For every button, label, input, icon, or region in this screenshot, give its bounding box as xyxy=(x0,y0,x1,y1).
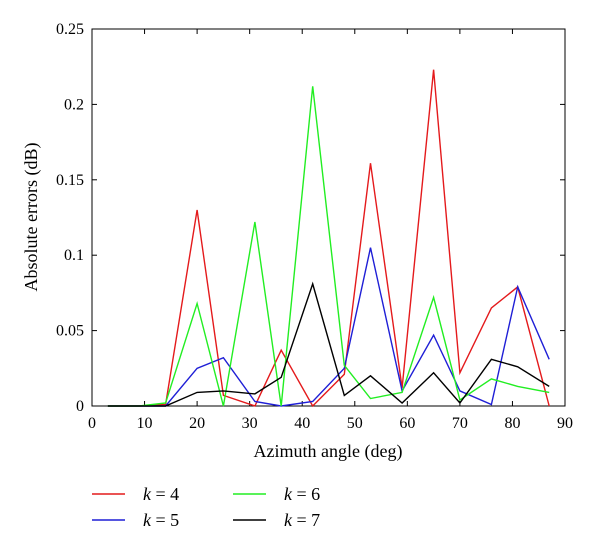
y-tick-label: 0.1 xyxy=(64,247,84,264)
series-line-2 xyxy=(107,247,550,407)
x-tick-label: 70 xyxy=(452,415,468,432)
x-axis-label: Azimuth angle (deg) xyxy=(254,441,403,462)
legend-label-3: k = 6 xyxy=(284,484,320,504)
x-tick-label: 50 xyxy=(347,415,363,432)
y-tick-label: 0 xyxy=(76,398,84,415)
x-tick-label: 40 xyxy=(294,415,310,432)
series-layer xyxy=(107,69,550,408)
x-tick-label: 30 xyxy=(242,415,258,432)
x-tick-label: 60 xyxy=(399,415,415,432)
series-line-3 xyxy=(107,86,550,407)
legend: k = 4 k = 5 k = 6 k = 7 xyxy=(92,484,320,530)
legend-label-2: k = 5 xyxy=(143,510,179,530)
legend-label-4: k = 7 xyxy=(284,510,320,530)
plot-frame xyxy=(91,28,566,407)
series-line-1 xyxy=(107,69,550,408)
x-tick-label: 80 xyxy=(504,415,520,432)
y-axis: 0 0.05 0.1 0.15 0.2 0.25 xyxy=(56,21,565,415)
y-tick-label: 0.25 xyxy=(56,21,84,38)
y-tick-label: 0.2 xyxy=(64,96,84,113)
y-tick-label: 0.15 xyxy=(56,172,84,189)
series-line-4 xyxy=(107,281,550,407)
x-tick-label: 10 xyxy=(137,415,153,432)
y-tick-label: 0.05 xyxy=(56,323,84,340)
y-axis-label: Absolute errors (dB) xyxy=(21,143,42,292)
x-tick-label: 20 xyxy=(189,415,205,432)
legend-label-1: k = 4 xyxy=(143,484,179,504)
x-tick-label: 90 xyxy=(557,415,573,432)
x-axis: 0 10 20 30 40 50 60 70 80 90 xyxy=(88,29,573,432)
x-tick-label: 0 xyxy=(88,415,96,432)
